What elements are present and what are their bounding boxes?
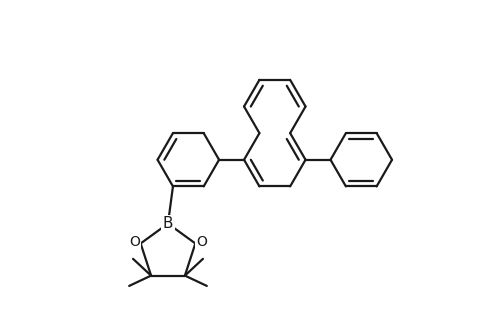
Text: B: B [162,216,173,231]
Text: O: O [196,236,207,249]
Text: O: O [129,236,140,249]
